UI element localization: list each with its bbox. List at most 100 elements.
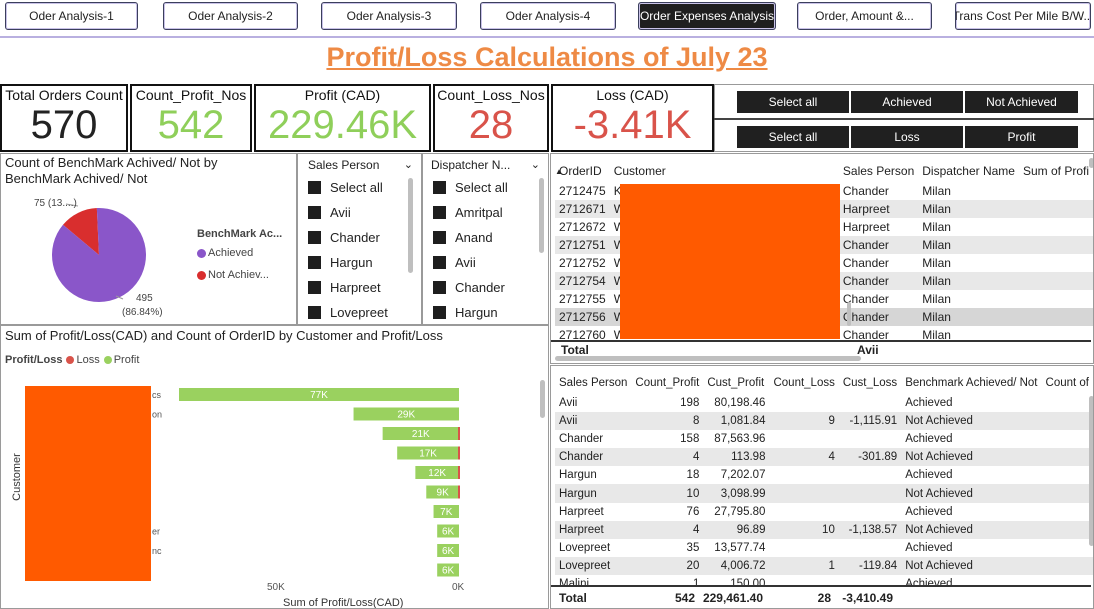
table-cell: Chander [559,451,604,464]
column-header[interactable]: Count_Loss [773,377,835,389]
slicer-item[interactable]: Select all [298,175,421,200]
table-row[interactable]: Harpreet 4 96.89 10 -1,138.57 Not Achieved [555,520,1093,539]
slicer-item[interactable]: Avii [298,200,421,225]
checkbox-icon[interactable] [433,181,446,194]
nav-tab-5[interactable]: Order Expenses Analysis [638,2,776,30]
slicer-item[interactable]: Anand [423,225,548,250]
bar-loss[interactable] [458,427,460,440]
table-row[interactable]: 2712760 WChander Milan [555,326,1093,344]
bar-profit[interactable] [437,563,459,577]
bar-profit[interactable] [437,544,459,557]
table-row[interactable]: 2712672 WHarpreet Milan [555,218,1093,236]
chevron-down-icon[interactable]: ⌄ [530,159,540,171]
chevron-down-icon[interactable]: ⌄ [403,159,413,171]
table-row[interactable]: 2712752 WChander Milan [555,254,1093,272]
checkbox-icon[interactable] [433,281,446,294]
table-row[interactable]: Lovepreet 35 13,577.74 Achieved [555,539,1093,557]
slicer-item[interactable]: Select all [423,175,548,200]
checkbox-icon[interactable] [433,256,446,269]
pie-slice-not-achieved[interactable] [62,198,121,255]
checkbox-icon[interactable] [433,306,446,319]
table-row[interactable]: Avii 198 80,198.46 Achieved [555,394,1093,412]
column-header[interactable]: OrderID [559,164,602,178]
bar-profit[interactable] [437,524,459,538]
achieved-button[interactable]: Achieved [851,91,963,113]
checkbox-icon[interactable] [308,281,321,294]
table-row[interactable]: 2712755 WChander Milan [555,290,1093,308]
nav-tab-6[interactable]: Order, Amount &... [797,2,932,30]
orders-vscrollbar[interactable] [1089,158,1093,168]
slicer-scrollbar[interactable] [408,178,413,273]
slicer-scrollbar[interactable] [539,178,544,253]
legend-profit[interactable]: Profit [113,354,140,366]
column-header[interactable]: Sum of Profi [1022,164,1089,178]
pie-label-not-achieved: 75 (13....) [34,198,77,209]
table-row[interactable]: Hargun 10 3,098.99 Not Achieved [555,484,1093,503]
column-header[interactable]: Dispatcher Name [922,164,1015,178]
nav-tab-4[interactable]: Oder Analysis-4 [480,2,616,30]
bar-loss[interactable] [458,466,460,479]
slicer-item[interactable]: Hargun [298,250,421,275]
bar-profit[interactable] [382,427,459,440]
checkbox-icon[interactable] [308,181,321,194]
bar-profit[interactable] [415,466,459,479]
column-header[interactable]: Cust_Profit [707,377,765,389]
slicer-item[interactable]: Lovepreet [298,300,421,325]
bar-profit[interactable] [397,446,459,460]
column-header[interactable]: Count_Profit [635,377,700,389]
column-header[interactable]: Count of [1045,377,1089,389]
slicer-item[interactable]: Avii [423,250,548,275]
bar-profit[interactable] [426,485,459,499]
pie-chart[interactable] [1,154,298,326]
profitloss-select-all-button[interactable]: Select all [737,126,849,148]
bar-profit[interactable] [433,505,459,518]
bar-chart[interactable]: 77K cs 29K on 21K 17K 12K 9K 7K 6K er 6K nc 6K [1,326,549,609]
table-row[interactable]: Chander 158 87,563.96 Achieved [555,430,1093,448]
checkbox-icon[interactable] [308,206,321,219]
column-header[interactable]: Sales Person [842,164,915,178]
bar-loss[interactable] [458,485,460,499]
slicer-item[interactable]: Chander [423,275,548,300]
pie-legend-achieved[interactable]: Achieved [197,247,253,259]
column-header[interactable]: Sales Person [559,377,628,389]
column-header[interactable]: Cust_Loss [842,377,898,389]
table-row[interactable]: Harpreet 76 27,795.80 Achieved [555,503,1093,521]
pie-slice-achieved[interactable] [33,189,165,321]
loss-button[interactable]: Loss [851,126,963,148]
nav-tab-2[interactable]: Oder Analysis-2 [163,2,298,30]
slicer-item[interactable]: Chander [298,225,421,250]
sort-ascending-icon[interactable]: ▲ [555,167,563,176]
slicer-header[interactable]: Dispatcher N... ⌄ [423,154,548,172]
legend-loss[interactable]: Loss [76,354,100,366]
slicer-item[interactable]: Amritpal [423,200,548,225]
checkbox-icon[interactable] [433,231,446,244]
checkbox-icon[interactable] [433,206,446,219]
column-header[interactable]: Benchmark Achieved/ Not [905,377,1038,389]
summary-vscrollbar[interactable] [1089,396,1093,546]
checkbox-icon[interactable] [308,256,321,269]
table-row[interactable]: 2712475 K Chander Milan [555,182,1093,200]
column-header[interactable]: Customer [613,164,666,178]
profit-button[interactable]: Profit [965,126,1078,148]
pie-legend-not-achieved[interactable]: Not Achiev... [197,269,269,281]
bar-profit[interactable] [179,388,459,401]
table-row[interactable]: Avii 8 1,081.84 9 -1,115.91 Not Achieved [555,412,1093,431]
benchmark-select-all-button[interactable]: Select all [737,91,849,113]
nav-tab-7[interactable]: Trans Cost Per Mile B/W... [955,2,1091,30]
bar-loss[interactable] [458,446,460,460]
slicer-item[interactable]: Hargun [423,300,548,325]
not-achieved-button[interactable]: Not Achieved [965,91,1078,113]
nav-tab-3[interactable]: Oder Analysis-3 [321,2,457,30]
checkbox-icon[interactable] [308,231,321,244]
table-row[interactable]: Hargun 18 7,202.07 Achieved [555,466,1093,484]
table-row[interactable]: Lovepreet 20 4,006.72 1 -119.84 Not Achieved [555,556,1093,575]
bar-profit[interactable] [353,407,459,421]
table-row[interactable]: Chander 4 113.98 4 -301.89 Not Achieved [555,448,1093,467]
nav-tab-1[interactable]: Oder Analysis-1 [5,2,138,30]
slicer-header[interactable]: Sales Person ⌄ [298,154,421,172]
slicer-item[interactable]: Harpreet [298,275,421,300]
bar-chart-scrollbar[interactable] [540,380,545,418]
orders-inner-scrollbar[interactable] [847,302,851,326]
orders-hscrollbar[interactable] [555,356,861,361]
checkbox-icon[interactable] [308,306,321,319]
